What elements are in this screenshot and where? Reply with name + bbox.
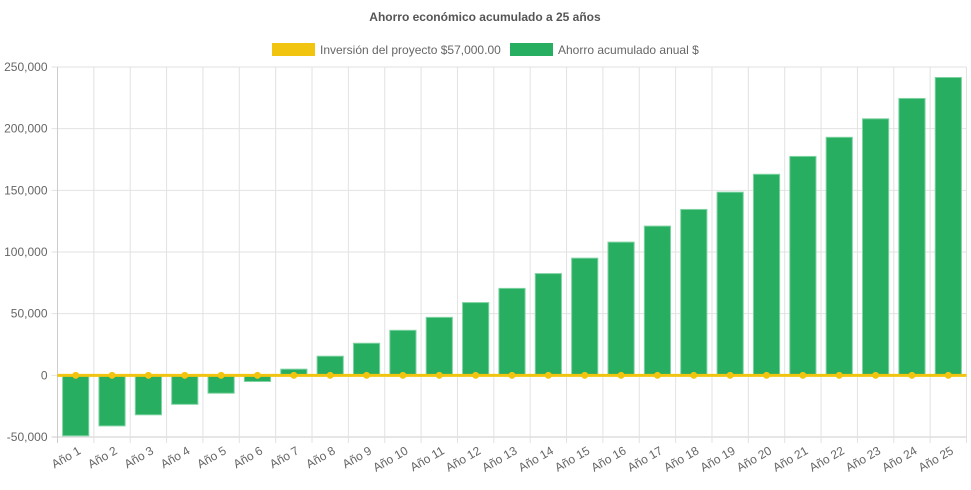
x-tick-label: Año 22 (807, 443, 847, 474)
x-tick-label: Año 15 (552, 443, 592, 474)
x-tick-label: Año 14 (516, 443, 556, 474)
x-tick-label: Año 10 (370, 443, 410, 474)
investment-point-15 (581, 371, 589, 379)
bar-ahorro-21 (789, 155, 817, 376)
legend-label-investment: Inversión del proyecto $57,000.00 (320, 43, 501, 57)
investment-point-9 (363, 371, 371, 379)
bar-ahorro-11 (425, 316, 453, 376)
investment-point-8 (326, 371, 334, 379)
x-tick-label: Año 1 (49, 443, 83, 471)
x-tick-label: Año 25 (916, 443, 956, 474)
bar-ahorro-9 (352, 342, 381, 376)
bar-ahorro-20 (752, 173, 781, 376)
y-tick-label: -50,000 (7, 430, 48, 444)
investment-point-24 (908, 371, 916, 379)
y-tick-label: 0 (41, 368, 48, 382)
y-tick-label: 200,000 (4, 122, 48, 136)
investment-point-17 (653, 371, 661, 379)
investment-point-23 (872, 371, 880, 379)
investment-point-10 (399, 371, 407, 379)
x-axis: Año 1 Año 2 Año 3 Año 4 Año 5 Año 6 Año 7 Año 8… (49, 443, 956, 474)
bar-ahorro-1 (62, 374, 90, 437)
x-tick-label: Año 4 (158, 443, 192, 471)
x-tick-label: Año 20 (734, 443, 774, 474)
bar-ahorro-22 (825, 136, 853, 376)
legend: Inversión del proyecto $57,000.00 Ahorro… (272, 43, 699, 57)
bar-ahorro-2 (98, 374, 126, 427)
investment-point-19 (726, 371, 734, 379)
investment-point-18 (690, 371, 698, 379)
x-tick-label: Año 21 (770, 443, 810, 474)
x-tick-label: Año 8 (304, 443, 338, 471)
x-tick-label: Año 18 (661, 443, 701, 474)
bar-ahorro-4 (171, 374, 199, 405)
grid (51, 66, 967, 443)
bar-ahorro-10 (389, 329, 417, 376)
x-tick-label: Año 6 (231, 443, 265, 471)
investment-point-25 (944, 371, 952, 379)
x-tick-label: Año 16 (589, 443, 629, 474)
legend-swatch-savings (510, 43, 553, 56)
y-tick-label: 150,000 (4, 183, 48, 197)
x-tick-label: Año 12 (443, 443, 483, 474)
bar-ahorro-25 (934, 76, 962, 376)
bar-ahorro-19 (716, 191, 744, 376)
line-series (57, 371, 967, 379)
investment-point-2 (108, 371, 116, 379)
y-tick-label: 250,000 (4, 60, 48, 74)
legend-item-investment[interactable]: Inversión del proyecto $57,000.00 (272, 43, 501, 57)
investment-point-20 (763, 371, 771, 379)
y-axis: -50,000 0 50,000 100,000 150,000 200,000 250,0… (4, 60, 48, 444)
bar-series (62, 76, 962, 437)
x-tick-label: Año 2 (85, 443, 119, 471)
y-tick-label: 50,000 (11, 307, 48, 321)
investment-point-13 (508, 371, 516, 379)
investment-point-6 (253, 371, 261, 379)
x-tick-label: Año 9 (340, 443, 374, 471)
investment-point-3 (144, 371, 152, 379)
x-tick-label: Año 3 (122, 443, 156, 471)
x-tick-label: Año 19 (698, 443, 738, 474)
investment-point-12 (472, 371, 480, 379)
legend-item-savings[interactable]: Ahorro acumulado anual $ (510, 43, 699, 57)
investment-point-14 (544, 371, 552, 379)
investment-point-16 (617, 371, 625, 379)
investment-point-5 (217, 371, 225, 379)
investment-point-11 (435, 371, 443, 379)
investment-point-4 (181, 371, 189, 379)
bar-ahorro-3 (134, 374, 162, 416)
x-tick-label: Año 23 (843, 443, 883, 474)
bar-ahorro-24 (898, 97, 926, 376)
bar-ahorro-17 (643, 225, 672, 376)
bar-ahorro-14 (534, 273, 562, 376)
bar-ahorro-23 (862, 118, 890, 376)
bar-ahorro-13 (498, 287, 526, 376)
x-tick-label: Año 5 (194, 443, 228, 471)
chart-title: Ahorro económico acumulado a 25 años (369, 10, 601, 24)
investment-point-21 (799, 371, 807, 379)
x-tick-label: Año 13 (480, 443, 520, 474)
bar-ahorro-18 (680, 208, 708, 376)
legend-label-savings: Ahorro acumulado anual $ (558, 43, 699, 57)
legend-swatch-investment (272, 43, 315, 56)
investment-point-1 (72, 371, 80, 379)
x-tick-label: Año 24 (880, 443, 920, 474)
bar-ahorro-15 (571, 257, 599, 376)
investment-point-22 (835, 371, 843, 379)
bar-ahorro-12 (462, 302, 490, 376)
bar-ahorro-16 (607, 241, 635, 376)
y-tick-label: 100,000 (4, 245, 48, 259)
x-tick-label: Año 11 (408, 443, 447, 474)
x-tick-label: Año 17 (625, 443, 665, 474)
x-tick-label: Año 7 (267, 443, 301, 471)
investment-point-7 (290, 371, 298, 379)
